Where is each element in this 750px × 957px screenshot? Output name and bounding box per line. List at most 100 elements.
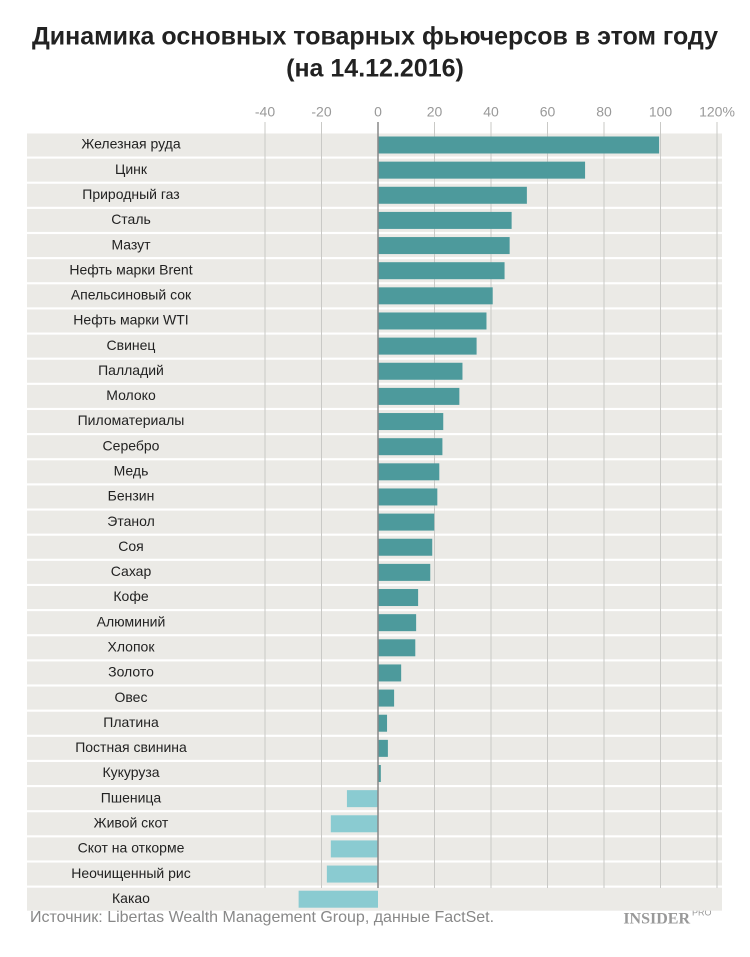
logo-suffix: PRO <box>692 907 712 917</box>
bar <box>378 765 381 782</box>
category-label: Платина <box>103 714 159 730</box>
category-label: Мазут <box>111 236 151 252</box>
category-label: Сахар <box>111 563 152 579</box>
row-background <box>27 284 722 308</box>
category-label: Железная руда <box>81 136 180 152</box>
bar <box>378 739 388 757</box>
row-background <box>27 384 722 408</box>
bar <box>378 639 416 657</box>
bar <box>378 287 493 305</box>
row-background <box>27 183 722 207</box>
category-label: Палладий <box>98 362 164 378</box>
row-background <box>27 686 722 710</box>
category-label: Кофе <box>113 588 148 604</box>
category-label: Цинк <box>115 161 148 177</box>
x-tick-label: 120% <box>699 104 735 120</box>
category-label: Кукуруза <box>102 764 159 780</box>
bar <box>378 161 586 179</box>
chart-title: Динамика основных товарных фьючерсов в э… <box>32 23 718 51</box>
bar <box>378 312 487 330</box>
row-background <box>27 762 722 785</box>
bar <box>330 840 378 858</box>
source-note: Источник: Libertas Wealth Management Gro… <box>30 909 494 926</box>
bar <box>378 387 460 405</box>
row-background <box>27 410 722 434</box>
bar <box>346 790 378 808</box>
row-background <box>27 611 722 635</box>
row-background <box>27 661 722 685</box>
category-label: Пиломатериалы <box>78 412 185 428</box>
category-label: Серебро <box>103 437 160 453</box>
category-label: Алюминий <box>97 613 166 629</box>
category-label: Нефть марки Brent <box>69 261 192 277</box>
category-label: Золото <box>108 664 154 680</box>
logo: INSIDER <box>623 911 690 928</box>
category-label: Какао <box>112 890 150 906</box>
row-background <box>27 510 722 534</box>
bar <box>378 211 512 229</box>
x-tick-label: 40 <box>483 104 499 120</box>
row-background <box>27 309 722 333</box>
bar <box>378 262 505 280</box>
bar <box>378 513 435 531</box>
row-background <box>27 208 722 232</box>
category-label: Живой скот <box>94 814 169 830</box>
category-label: Природный газ <box>82 186 179 202</box>
bar <box>378 563 431 581</box>
bar <box>378 362 463 380</box>
row-background <box>27 636 722 660</box>
bar <box>378 413 444 431</box>
x-tick-label: -20 <box>311 104 331 120</box>
category-label: Хлопок <box>108 639 156 655</box>
category-label: Постная свинина <box>75 739 187 755</box>
row-background <box>27 435 722 459</box>
bar <box>298 890 378 908</box>
row-background <box>27 560 722 584</box>
category-label: Скот на откорме <box>78 840 185 856</box>
row-background <box>27 460 722 484</box>
chart-subtitle: (на 14.12.2016) <box>286 55 464 83</box>
bar <box>378 186 527 204</box>
x-tick-label: -40 <box>255 104 275 120</box>
row-background <box>27 485 722 509</box>
category-label: Бензин <box>108 488 155 504</box>
bar <box>378 337 477 355</box>
x-tick-label: 20 <box>427 104 443 120</box>
category-label: Сталь <box>111 211 151 227</box>
bar <box>378 538 433 556</box>
row-background <box>27 234 722 258</box>
category-label: Этанол <box>107 513 154 529</box>
row-background <box>27 736 722 760</box>
category-label: Медь <box>114 463 149 479</box>
category-label: Апельсиновый сок <box>71 287 192 303</box>
bar <box>378 237 510 255</box>
bar <box>378 488 438 506</box>
bar <box>378 463 440 481</box>
category-label: Пшеница <box>101 789 162 805</box>
category-label: Неочищенный рис <box>71 865 190 881</box>
bar <box>378 714 388 732</box>
bar <box>326 865 378 883</box>
bar <box>378 689 395 707</box>
category-label: Овес <box>115 689 148 705</box>
bar <box>378 589 419 607</box>
row-background <box>27 259 722 283</box>
row-background <box>27 711 722 735</box>
x-tick-label: 0 <box>374 104 382 120</box>
row-background <box>27 535 722 559</box>
bar <box>330 815 378 833</box>
category-label: Свинец <box>107 337 156 353</box>
category-label: Соя <box>118 538 143 554</box>
category-label: Нефть марки WTI <box>73 312 188 328</box>
row-background <box>27 586 722 610</box>
row-background <box>27 359 722 383</box>
x-tick-label: 80 <box>596 104 612 120</box>
row-background <box>27 334 722 358</box>
bar <box>378 614 417 632</box>
x-tick-label: 60 <box>540 104 556 120</box>
x-tick-label: 100 <box>649 104 673 120</box>
bar <box>378 136 660 154</box>
bar <box>378 438 443 456</box>
category-label: Молоко <box>106 387 156 403</box>
